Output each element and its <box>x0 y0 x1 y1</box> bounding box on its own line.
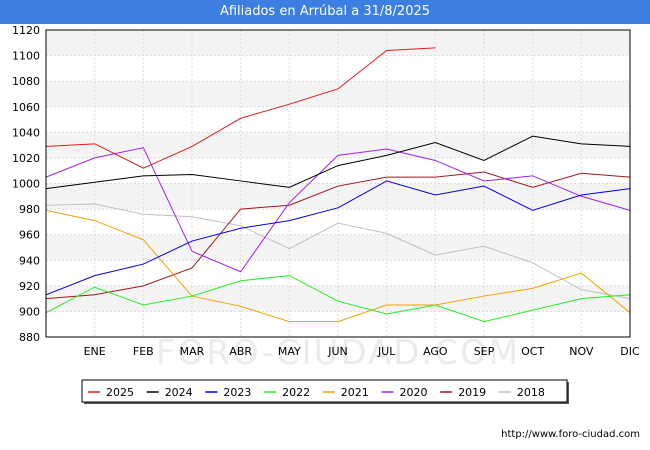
legend-label-2022: 2022 <box>282 386 310 399</box>
series-line-2024 <box>45 135 631 190</box>
series-line-2019 <box>45 171 631 300</box>
footer-url: http://www.foro-ciudad.com <box>501 429 640 440</box>
series-line-2023 <box>45 180 631 296</box>
y-tick-label: 1060 <box>12 101 40 114</box>
x-tick-label: SEP <box>474 345 495 358</box>
x-tick-label: FEB <box>133 345 154 358</box>
x-tick-label: MAR <box>180 345 205 358</box>
y-tick-label: 1080 <box>12 75 40 88</box>
legend-label-2019: 2019 <box>458 386 486 399</box>
x-tick-label: JUN <box>327 345 348 358</box>
legend-label-2018: 2018 <box>517 386 545 399</box>
series-line-2020 <box>45 147 631 273</box>
x-tick-label: OCT <box>521 345 544 358</box>
x-tick-label: NOV <box>569 345 594 358</box>
x-tick-label: AGO <box>423 345 448 358</box>
y-tick-label: 1120 <box>12 24 40 37</box>
x-axis-ticks: ENE FEB MAR ABR MAY JUN JUL AGO SEP OCT NOV DIC <box>84 345 640 358</box>
x-tick-label: JUL <box>377 345 396 358</box>
legend-label-2021: 2021 <box>341 386 369 399</box>
plot-frame <box>45 29 631 338</box>
y-tick-label: 1040 <box>12 126 40 139</box>
x-tick-label: ENE <box>84 345 106 358</box>
x-tick-label: MAY <box>278 345 301 358</box>
y-tick-label: 980 <box>19 203 40 216</box>
legend-label-2025: 2025 <box>106 386 134 399</box>
watermark: FORO-CIUDAD.COM <box>156 333 520 373</box>
plot-band <box>46 260 630 286</box>
legend-label-2024: 2024 <box>165 386 193 399</box>
legend-label-2020: 2020 <box>400 386 428 399</box>
series-line-2021 <box>45 209 631 323</box>
y-axis-ticks: 880 900 920 940 960 980 1000 1020 1040 1060 1080 11… <box>12 24 40 344</box>
legend-box <box>81 379 568 403</box>
y-tick-label: 1020 <box>12 152 40 165</box>
y-tick-label: 960 <box>19 229 40 242</box>
y-tick-label: 920 <box>19 280 40 293</box>
x-tick-label: DIC <box>620 345 640 358</box>
y-tick-label: 1000 <box>12 178 40 191</box>
series-line-2018 <box>45 203 631 300</box>
chart-title: Afiliados en Arrúbal a 31/8/2025 <box>0 0 650 24</box>
x-tick-label: ABR <box>229 345 252 358</box>
y-tick-label: 1100 <box>12 50 40 63</box>
y-tick-label: 900 <box>19 305 40 318</box>
legend: 2025 2024 2023 2022 2021 2020 2019 2018 <box>81 379 569 404</box>
y-tick-label: 940 <box>19 254 40 267</box>
y-tick-label: 880 <box>19 331 40 344</box>
legend-label-2023: 2023 <box>223 386 251 399</box>
series-line-2025 <box>45 47 436 169</box>
series-lines <box>45 47 631 323</box>
series-line-2022 <box>45 275 631 323</box>
